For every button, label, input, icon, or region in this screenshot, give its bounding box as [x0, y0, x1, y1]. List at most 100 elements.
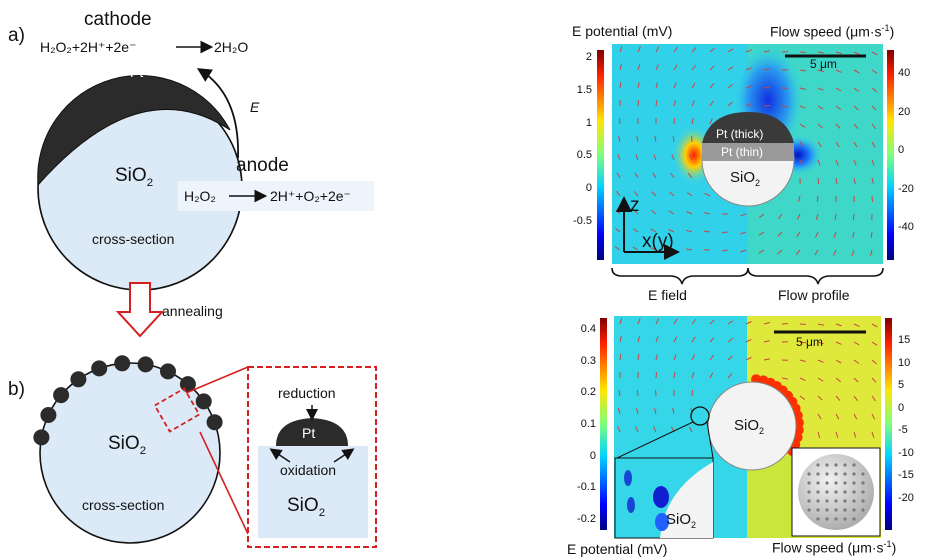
field-vector	[799, 51, 807, 53]
field-vector	[635, 154, 639, 161]
field-vector	[799, 69, 806, 72]
field-vector	[763, 105, 771, 107]
field-vector	[870, 249, 873, 256]
panel-b-sio2: SiO2	[108, 433, 147, 457]
tick-label: -20	[898, 492, 914, 504]
sphere-dot	[816, 508, 820, 512]
field-vector	[835, 377, 842, 383]
field-vector	[686, 229, 693, 233]
field-vector	[727, 373, 733, 379]
field-vector	[817, 105, 824, 110]
top-left-colorbar-title: E potential (mV)	[572, 23, 673, 39]
field-vector	[871, 177, 874, 184]
field-vector	[619, 336, 622, 343]
field-vector	[817, 51, 824, 54]
field-vector	[709, 372, 714, 379]
sphere-dot	[852, 481, 856, 485]
field-vector	[853, 395, 859, 402]
field-vector	[727, 320, 734, 325]
sphere-dot	[852, 499, 856, 503]
tick-label: 15	[898, 334, 911, 346]
field-vector	[703, 230, 711, 233]
field-vector	[673, 117, 675, 125]
e-field-arrow	[196, 68, 239, 159]
sphere-dot	[825, 481, 829, 485]
field-vector	[651, 191, 657, 197]
field-vector	[704, 212, 711, 215]
field-vector	[871, 359, 877, 365]
field-vector	[668, 210, 675, 215]
top-right-colorbar	[887, 50, 894, 260]
field-vector	[619, 318, 623, 325]
field-vector	[871, 377, 877, 383]
field-vector	[653, 154, 657, 161]
field-vector	[617, 408, 621, 415]
field-vector	[817, 395, 823, 401]
field-vector	[740, 249, 747, 253]
field-vector	[795, 249, 801, 256]
field-vector	[669, 191, 675, 197]
inset-reduction-label: reduction	[278, 385, 336, 401]
field-vector	[655, 46, 660, 53]
field-vector	[799, 141, 805, 147]
top-left-colorbar	[597, 50, 604, 260]
field-vector	[798, 195, 801, 202]
field-vector	[763, 68, 770, 71]
field-vector	[637, 354, 640, 361]
bottom-right-colorbar	[885, 318, 892, 530]
field-vector	[740, 231, 747, 235]
top-right-colorbar-title: Flow speed (μm·s-1)	[770, 23, 895, 40]
pt-nanoparticle	[40, 407, 57, 423]
sphere-dot	[816, 463, 820, 467]
field-vector	[745, 85, 752, 89]
field-vector	[673, 336, 678, 343]
bottom-left-colorbar	[600, 318, 607, 530]
sphere-dot	[807, 490, 811, 494]
field-vector	[637, 64, 641, 71]
field-vector	[654, 408, 657, 415]
sphere-dot	[834, 490, 838, 494]
pt-label: Pt	[130, 64, 144, 80]
tick-label: -40	[898, 221, 914, 233]
field-vector	[633, 209, 639, 215]
field-vector	[835, 413, 840, 420]
tick-label: 0	[589, 449, 596, 462]
sphere-dot	[852, 508, 856, 512]
field-vector	[871, 323, 878, 328]
field-vector	[637, 99, 639, 107]
field-vector	[853, 141, 858, 148]
pt-nanoparticle	[114, 355, 131, 372]
field-vector	[799, 123, 806, 128]
sphere-dot	[816, 517, 820, 521]
field-vector	[727, 355, 733, 361]
field-vector	[817, 341, 824, 345]
sphere-dot	[807, 472, 811, 476]
field-vector	[687, 172, 693, 179]
field-vector	[727, 48, 734, 53]
tick-label: 0.1	[580, 418, 596, 430]
field-vector	[727, 337, 734, 343]
field-vector	[691, 354, 696, 361]
field-vector	[781, 377, 788, 380]
field-vector	[799, 395, 806, 401]
field-vector	[758, 249, 765, 254]
field-vector	[853, 51, 860, 55]
field-vector	[727, 84, 734, 89]
pt-nanoparticle	[33, 429, 50, 446]
sphere-dot	[834, 517, 838, 521]
field-vector	[763, 340, 770, 343]
sphere-dot	[825, 463, 829, 467]
field-vector	[686, 211, 693, 215]
inset-sio2-label: SiO2	[287, 495, 326, 519]
field-vector	[835, 87, 842, 92]
field-vector	[799, 341, 806, 344]
field-vector	[616, 190, 621, 197]
bottom-sio2-label: SiO2	[734, 417, 765, 436]
field-vector	[817, 159, 821, 166]
field-vector	[691, 372, 695, 379]
sphere-dot	[825, 499, 829, 503]
tick-label: 0	[898, 144, 905, 156]
pt-nanoparticle	[53, 387, 70, 404]
tick-label: 2	[585, 51, 592, 63]
field-vector	[637, 318, 641, 325]
